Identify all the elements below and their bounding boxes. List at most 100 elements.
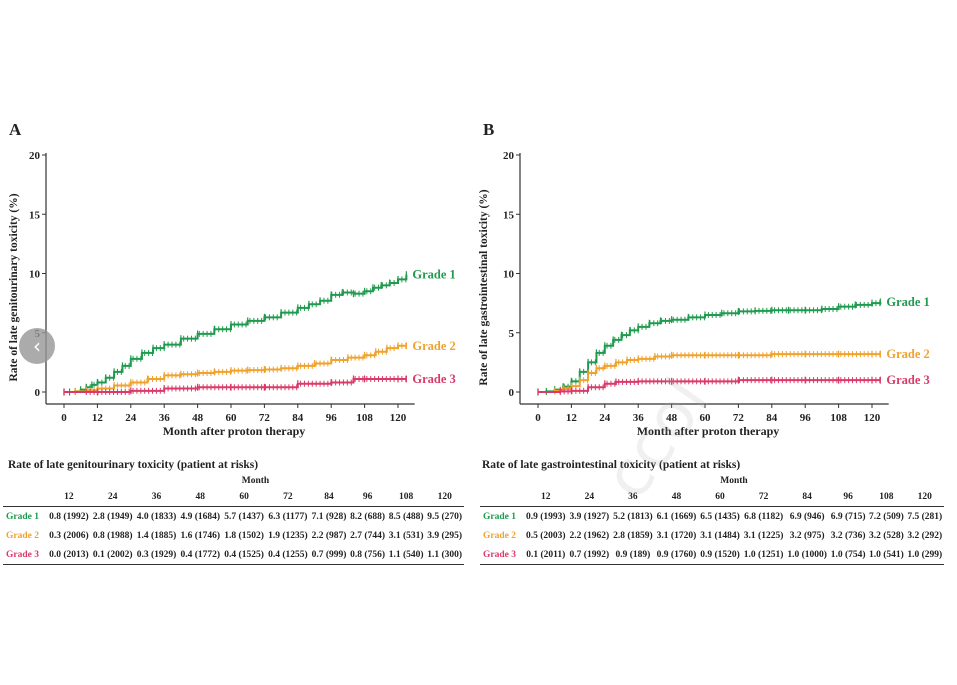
table-cell: 0.9 (189) — [611, 545, 655, 565]
table-cell: 3.1 (1720) — [656, 530, 697, 541]
genitourinary-risk-table: Month 12 24 36 48 60 72 84 96 108 120 Grade 1 0.8 (1… — [3, 474, 464, 565]
table-cell: 0.5 (2003) — [525, 530, 566, 541]
column-header: 12 — [47, 488, 91, 507]
column-header: 72 — [741, 488, 786, 507]
blank-cell — [3, 474, 47, 488]
column-header: 36 — [134, 488, 179, 507]
table-cell: 0.9 (1993) — [525, 511, 566, 522]
table-cell: 3.9 (1927) — [569, 511, 610, 522]
table-cell: 0.1 (2011) — [524, 545, 568, 565]
y-axis-label: Rate of late genitourinary toxicity (%) — [8, 193, 20, 381]
table-cell: 6.9 (715) — [830, 511, 866, 522]
table-cell: 1.1 (300) — [425, 545, 464, 565]
column-header: 72 — [265, 488, 310, 507]
table-cell: 1.4 (1885) — [136, 530, 177, 541]
series-grade-1: Grade 1 — [537, 295, 930, 396]
column-header: 84 — [309, 488, 349, 507]
table-cell: 1.0 (1251) — [741, 545, 786, 565]
row-label: Grade 3 — [480, 545, 524, 565]
y-tick-label: 10 — [29, 269, 41, 281]
table-cell: 1.0 (1000) — [785, 545, 829, 565]
table-cell: 0.8 (756) — [348, 545, 387, 565]
series-label: Grade 2 — [412, 339, 455, 353]
column-header: 96 — [348, 488, 387, 507]
x-tick-label: 48 — [192, 412, 204, 424]
series-grade-3: Grade 3 — [63, 372, 456, 396]
series-label: Grade 3 — [886, 373, 929, 387]
table-cell: 1.9 (1235) — [268, 530, 308, 541]
gastrointestinal-table-title: Rate of late gastrointestinal toxicity (… — [482, 459, 741, 471]
x-tick-label: 12 — [92, 412, 104, 424]
x-tick-label: 108 — [830, 412, 847, 424]
x-tick-label: 72 — [733, 412, 745, 424]
table-cell: 6.5 (1435) — [700, 511, 740, 522]
x-tick-label: 24 — [599, 412, 611, 424]
column-header-row: 12 24 36 48 60 72 84 96 108 120 — [3, 488, 464, 507]
table-cell: 0.1 (2002) — [90, 545, 135, 565]
chevron-left-icon: ‹ — [33, 334, 41, 358]
table-cell: 1.6 (1746) — [180, 530, 221, 541]
y-tick-label: 0 — [35, 387, 41, 399]
x-axis-label: Month after proton therapy — [637, 424, 780, 438]
table-cell: 3.1 (531) — [388, 530, 424, 541]
table-cell: 0.3 (1929) — [134, 545, 179, 565]
table-row: Grade 3 0.1 (2011) 0.7 (1992) 0.9 (189) 0.9 … — [480, 545, 944, 565]
table-cell: 0.7 (999) — [309, 545, 349, 565]
series-label: Grade 3 — [412, 372, 455, 386]
y-tick-label: 10 — [503, 269, 515, 281]
x-tick-label: 0 — [535, 412, 541, 424]
x-tick-label: 36 — [633, 412, 645, 424]
x-tick-label: 108 — [356, 412, 373, 424]
table-cell: 1.0 (299) — [905, 545, 944, 565]
x-tick-label: 12 — [566, 412, 578, 424]
series-line-grade-2 — [64, 344, 407, 393]
series-grade-1: Grade 1 — [63, 268, 456, 396]
y-axis-label: Rate of late gastrointestinal toxicity (… — [478, 189, 490, 385]
table-cell: 0.4 (1772) — [178, 545, 223, 565]
table-cell: 0.7 (1992) — [567, 545, 612, 565]
table-cell: 3.2 (736) — [830, 530, 866, 541]
y-tick-label: 0 — [509, 387, 515, 399]
panel-a-letter: A — [9, 120, 22, 139]
table-cell: 2.7 (744) — [350, 530, 385, 541]
row-label: Grade 1 — [6, 511, 39, 522]
blank-cell — [3, 488, 47, 507]
x-tick-label: 60 — [226, 412, 238, 424]
table-cell: 3.1 (1225) — [743, 530, 784, 541]
x-tick-label: 96 — [800, 412, 812, 424]
series-label: Grade 1 — [412, 268, 455, 282]
x-tick-label: 36 — [159, 412, 171, 424]
table-cell: 0.9 (1520) — [698, 545, 742, 565]
table-cell: 3.2 (975) — [789, 530, 825, 541]
table-cell: 6.1 (1669) — [656, 511, 697, 522]
column-header: 36 — [611, 488, 655, 507]
table-row: Grade 1 0.8 (1992) 2.8 (1949) 4.0 (1833) 4.9… — [3, 507, 464, 527]
previous-slide-button[interactable]: ‹ — [19, 328, 55, 364]
y-tick-label: 15 — [503, 209, 515, 221]
panel-b-letter: B — [483, 120, 495, 139]
table-cell: 0.9 (1760) — [654, 545, 699, 565]
row-label: Grade 2 — [483, 530, 516, 541]
column-header: 60 — [698, 488, 742, 507]
series-label: Grade 2 — [886, 347, 929, 361]
table-cell: 0.8 (1988) — [92, 530, 133, 541]
x-tick-label: 84 — [766, 412, 778, 424]
table-cell: 3.9 (295) — [427, 530, 463, 541]
table-cell: 1.1 (540) — [386, 545, 426, 565]
month-header: Month — [241, 476, 270, 486]
x-tick-label: 120 — [864, 412, 881, 424]
column-header: 96 — [828, 488, 868, 507]
x-tick-label: 24 — [125, 412, 137, 424]
gastrointestinal-risk-table: Month 12 24 36 48 60 72 84 96 108 120 Grade 1 0.9 (1… — [480, 474, 944, 565]
column-header: 120 — [905, 488, 944, 507]
x-tick-label: 96 — [326, 412, 338, 424]
table-cell: 7.2 (509) — [869, 511, 904, 522]
table-cell: 4.9 (1684) — [180, 511, 221, 522]
series-grade-3: Grade 3 — [537, 373, 930, 396]
column-header: 108 — [386, 488, 426, 507]
y-tick-label: 20 — [503, 150, 515, 162]
column-header: 84 — [785, 488, 829, 507]
table-cell: 2.2 (987) — [311, 530, 347, 541]
table-cell: 3.2 (528) — [869, 530, 904, 541]
table-row: Grade 2 0.3 (2006) 0.8 (1988) 1.4 (1885) 1.6… — [3, 526, 464, 545]
